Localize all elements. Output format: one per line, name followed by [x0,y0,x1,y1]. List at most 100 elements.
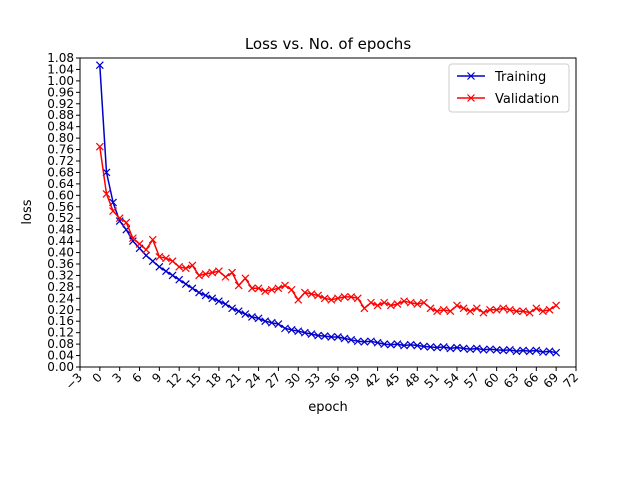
y-tick-label: 0.72 [47,154,74,168]
series-layer [95,61,561,357]
training-point [472,344,481,353]
y-tick-label: 0.64 [47,177,74,191]
legend-marker-validation [467,94,475,102]
x-tick-label: 27 [263,370,284,391]
y-tick-label: 1.04 [47,62,74,76]
y-tick-label: 0.76 [47,143,74,157]
training-point [274,320,283,329]
training-point [539,348,547,357]
training-point [300,328,309,337]
y-tick-label: 0.84 [47,120,74,134]
validation-point [274,284,283,293]
training-point [426,343,435,351]
validation-point [327,295,336,304]
training-point [267,318,276,327]
training-point [545,347,554,356]
training-point [168,271,177,280]
y-tick-label: 0.36 [47,257,74,271]
training-point [162,267,170,276]
x-tick-label: 3 [109,370,124,385]
y-tick-label: 0.40 [47,246,74,260]
x-tick-label: 72 [560,370,581,391]
training-point [333,333,342,341]
y-tick-label: 0.80 [47,131,74,145]
validation-point [155,252,164,261]
y-tick-label: 0.16 [47,314,74,328]
training-point [499,346,508,355]
training-point [353,337,362,346]
training-point [221,300,230,308]
validation-point [419,298,428,307]
validation-point [300,288,309,297]
training-point [552,348,561,357]
training-point [505,345,514,354]
validation-point [479,308,488,317]
validation-point [505,305,514,314]
validation-point [406,298,415,307]
x-tick-label: 0 [90,370,105,385]
training-point [181,280,190,288]
y-tick-label: 0.32 [47,268,74,282]
validation-point [486,305,494,314]
training-point [175,275,184,284]
y-axis-label: loss [20,199,35,224]
y-axis: 0.000.040.080.120.160.200.240.280.320.36… [47,51,80,374]
y-tick-label: 0.48 [47,223,74,237]
y-tick-label: 0.12 [47,326,74,340]
validation-point [234,281,243,290]
training-point [314,331,323,340]
training-point [241,310,250,318]
training-point [327,333,336,341]
validation-point [492,305,501,314]
validation-point [307,290,316,298]
validation-point [453,301,461,310]
x-tick-label: 51 [422,370,443,391]
training-point [433,343,442,352]
y-tick-label: 0.28 [47,280,74,294]
validation-point [221,272,230,281]
plot-frame [79,57,577,368]
x-tick-label: 33 [302,370,323,391]
training-point [155,262,164,271]
x-tick-label: 63 [501,370,522,391]
validation-point [360,304,369,313]
training-point [466,345,475,354]
x-tick-label: 42 [362,370,383,391]
training-point [486,345,494,354]
validation-point [340,292,349,301]
validation-point [109,207,117,215]
validation-point [552,301,561,310]
training-point [360,337,369,346]
training-point [195,288,203,297]
y-tick-label: 0.56 [47,200,74,214]
x-tick-label: 15 [183,370,204,391]
validation-point [446,307,455,316]
validation-point [181,264,190,273]
validation-point [241,274,250,283]
x-tick-label: 54 [441,370,462,391]
training-point [261,317,270,326]
training-point [380,340,389,349]
validation-point [128,234,137,243]
training-point [419,342,428,351]
training-point [307,330,316,339]
y-tick-label: 0.52 [47,211,74,225]
validation-point [195,271,203,280]
validation-point [459,304,468,313]
validation-point [201,270,210,278]
validation-point [188,261,197,270]
training-point [214,297,223,306]
training-point [340,334,349,343]
training-point [492,345,501,354]
validation-point [95,142,104,151]
training-point [254,314,263,323]
validation-point [135,240,144,248]
validation-point [545,305,554,314]
validation-point [102,189,111,198]
training-point [393,340,402,349]
validation-point [214,267,223,276]
x-tick-label: 45 [382,370,403,391]
training-point [459,344,468,353]
validation-point [228,268,237,277]
x-tick-label: 57 [461,370,482,391]
